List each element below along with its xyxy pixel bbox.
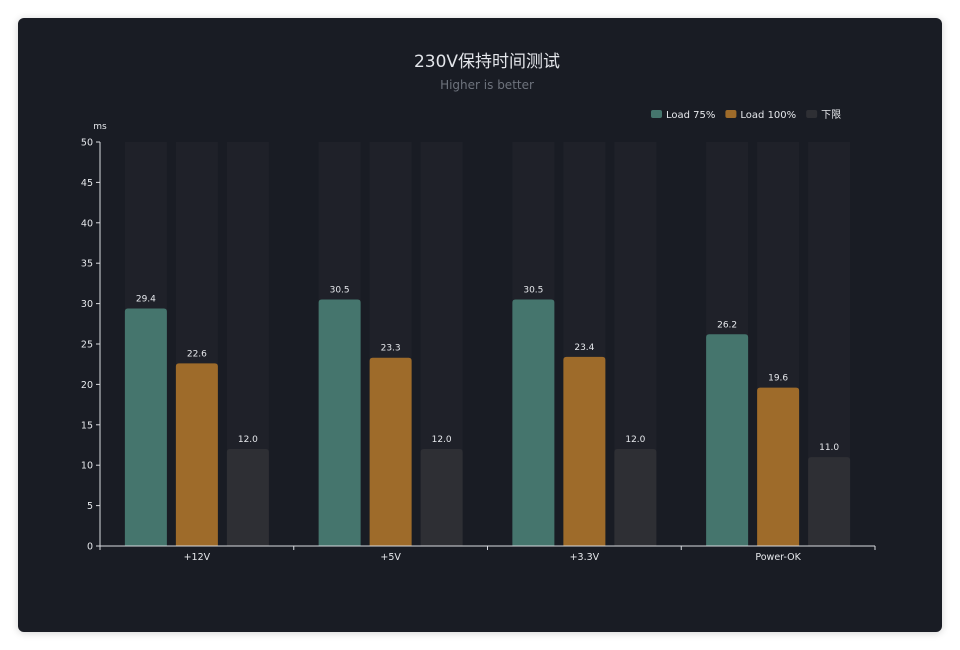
y-tick-label-45: 45 [81, 178, 93, 189]
y-tick-label-15: 15 [81, 420, 93, 431]
legend-swatch-3 [806, 110, 818, 118]
y-axis-unit-label: ms [93, 122, 107, 132]
bar-3-3v-series-2 [563, 356, 606, 546]
legend: Load 75% Load 100% 下限 [651, 109, 841, 121]
chart-card: 230V保持时间测试 Higher is better ms Load 75% L… [18, 18, 942, 632]
bar-12v-series-2 [175, 363, 218, 546]
bar-3-3v-series-1 [512, 299, 555, 546]
y-tick-label-0: 0 [87, 542, 93, 553]
data-label-power-ok-series-3: 11.0 [819, 443, 839, 453]
bar-5v-series-3 [420, 449, 463, 546]
y-tick-label-25: 25 [81, 340, 93, 351]
data-label-12v-series-2: 22.6 [187, 349, 207, 359]
data-label-5v-series-1: 30.5 [330, 286, 350, 296]
axes: +12V +5V +3.3V Power-OK 0 5 10 15 20 25 30 35 40 45 50 [81, 138, 876, 563]
data-label-5v-series-3: 12.0 [432, 435, 452, 445]
legend-label-2: Load 100% [740, 110, 796, 121]
bar-3-3v-series-3 [614, 449, 657, 546]
x-tick-label-5v: +5V [380, 552, 401, 563]
data-labels: 29.4 22.6 12.0 30.5 23.3 12.0 30.5 23.4 12.0 26.2… [136, 286, 840, 454]
chart-title: 230V保持时间测试 [414, 52, 560, 72]
bar-power-ok-series-2 [757, 387, 800, 546]
y-tick-label-5: 5 [87, 501, 93, 512]
legend-label-3: 下限 [821, 109, 841, 121]
x-tick-label-12v: +12V [184, 552, 211, 563]
chart-subtitle: Higher is better [440, 78, 534, 92]
bar-12v-series-1 [124, 308, 167, 546]
chart-canvas: 230V保持时间测试 Higher is better ms Load 75% L… [81, 52, 876, 563]
data-label-3-3v-series-2: 23.4 [574, 343, 594, 353]
data-label-power-ok-series-1: 26.2 [717, 320, 737, 330]
data-label-12v-series-1: 29.4 [136, 294, 156, 304]
y-tick-label-20: 20 [81, 380, 93, 391]
legend-swatch-2 [725, 110, 737, 118]
bar-power-ok-series-1 [706, 334, 749, 546]
bar-5v-series-1 [318, 299, 361, 546]
x-tick-label-power-ok: Power-OK [755, 552, 801, 563]
data-label-3-3v-series-1: 30.5 [523, 286, 543, 296]
data-label-3-3v-series-3: 12.0 [625, 435, 645, 445]
bar-power-ok-series-3 [808, 457, 851, 546]
legend-label-1: Load 75% [666, 110, 715, 121]
bar-12v-series-3 [226, 449, 269, 546]
y-tick-label-40: 40 [81, 218, 93, 229]
bar-5v-series-2 [369, 357, 412, 546]
data-label-12v-series-3: 12.0 [238, 435, 258, 445]
data-label-power-ok-series-2: 19.6 [768, 374, 788, 384]
data-label-5v-series-2: 23.3 [381, 344, 401, 354]
x-tick-label-3-3v: +3.3V [570, 552, 600, 563]
y-tick-label-50: 50 [81, 138, 93, 149]
y-tick-label-30: 30 [81, 299, 93, 310]
y-tick-label-10: 10 [81, 461, 93, 472]
legend-swatch-1 [651, 110, 662, 118]
y-tick-label-35: 35 [81, 259, 93, 270]
bars [124, 299, 851, 546]
